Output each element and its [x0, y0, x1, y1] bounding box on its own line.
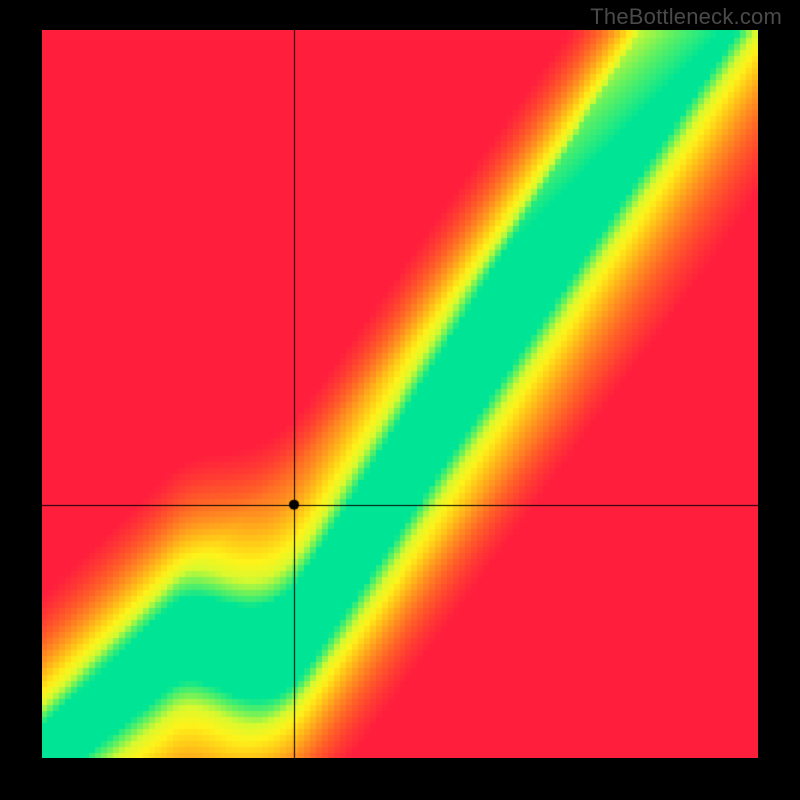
watermark-text: TheBottleneck.com: [590, 4, 782, 30]
chart-container: TheBottleneck.com: [0, 0, 800, 800]
bottleneck-heatmap: [42, 30, 758, 758]
